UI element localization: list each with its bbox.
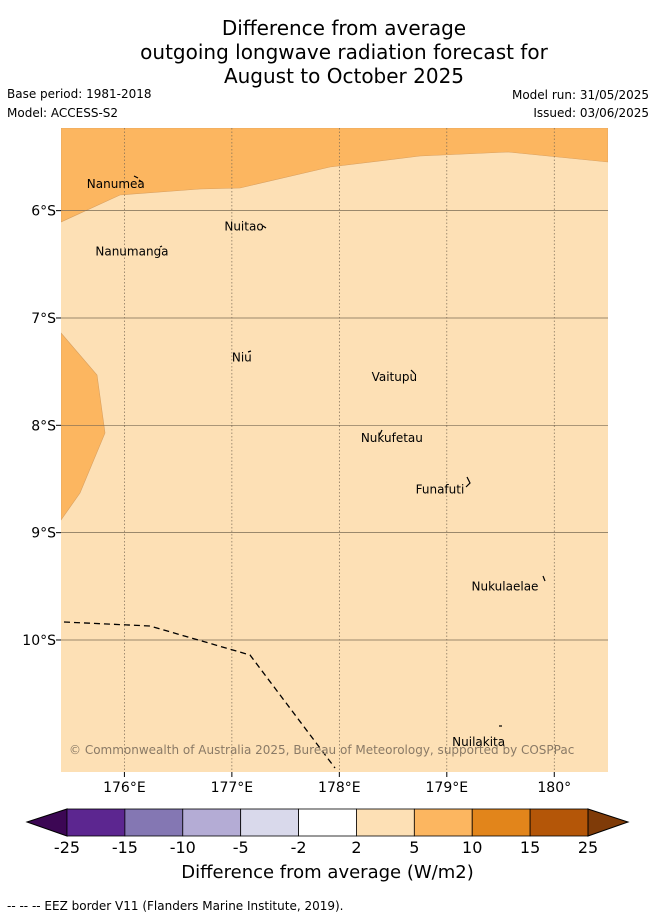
island-nukulaelae-shape [542, 575, 546, 582]
place-label-nukufetau: Nukufetau [361, 431, 423, 445]
place-label-nanumanga: Nanumanga [95, 244, 168, 258]
issued-text: Issued: 03/06/2025 [533, 106, 649, 120]
colorbar-tick-label: 2 [351, 838, 361, 857]
island-outlines [133, 175, 546, 727]
colorbar-tick-label: -10 [170, 838, 196, 857]
lon-tick-label: 180° [537, 780, 571, 796]
model-run-text: Model run: 31/05/2025 [511, 88, 649, 102]
graticule [61, 128, 608, 772]
colorbar-swatch [471, 808, 531, 837]
place-label-nukulaelae: Nukulaelae [472, 579, 539, 593]
lat-tick-label: 10°S [22, 633, 56, 649]
title-line-3: August to October 2025 [223, 64, 465, 88]
colorbar: -25 -15 -10 -5 -2 2 5 10 15 25 [25, 808, 630, 857]
colorbar-under-arrow [25, 808, 68, 837]
island-nanumea-shape [133, 175, 143, 183]
colorbar-tick-label: 15 [520, 838, 540, 857]
island-funafuti-shape [465, 476, 471, 488]
anomaly-field-5-to-10-west [61, 332, 106, 521]
colorbar-swatch [298, 808, 357, 837]
colorbar-tick-label: 5 [409, 838, 419, 857]
eez-border [63, 621, 336, 769]
place-label-funafuti: Funafuti [416, 483, 465, 497]
colorbar-swatches [66, 808, 589, 837]
island-nuitao-shape [262, 225, 267, 229]
lat-tick-label: 9°S [31, 526, 56, 542]
map-title: Difference from average outgoing longwav… [0, 16, 655, 88]
lon-tick-label: 176°E [103, 780, 146, 796]
colorbar-label: Difference from average (W/m2) [181, 862, 474, 883]
place-label-nanumea: Nanumea [87, 177, 145, 191]
anomaly-field-2-to-5 [61, 128, 608, 772]
colorbar-swatch [124, 808, 184, 837]
island-niu-shape [247, 350, 252, 353]
colorbar-swatch [240, 808, 299, 837]
colorbar-tick-label: -2 [291, 838, 307, 857]
colorbar-swatch [529, 808, 589, 837]
base-period-text: Base period: 1981-2018 [7, 87, 152, 101]
lon-tick-label: 177°E [211, 780, 254, 796]
place-label-nuilakita: Nuilakita [452, 735, 505, 749]
colorbar-tick-label: 25 [578, 838, 598, 857]
colorbar-over-arrow [587, 808, 630, 837]
colorbar-tick-label: 10 [462, 838, 482, 857]
place-label-niu: Niu [232, 351, 252, 365]
anomaly-field-5-to-10-north [61, 128, 608, 223]
colorbar-swatch [182, 808, 242, 837]
lat-tick-label: 7°S [31, 311, 56, 327]
colorbar-tick-label: -15 [112, 838, 138, 857]
lat-tick-label: 6°S [31, 204, 56, 220]
colorbar-tick-labels: -25 -15 -10 -5 -2 2 5 10 15 25 [54, 838, 598, 857]
colorbar-tick-label: -5 [233, 838, 249, 857]
lon-tick-label: 179°E [426, 780, 469, 796]
footer-eez-note: -- -- -- EEZ border V11 (Flanders Marine… [7, 899, 344, 913]
island-nukufetau-shape [378, 429, 383, 437]
colorbar-tick-label: -25 [54, 838, 80, 857]
colorbar-swatch [356, 808, 415, 837]
copyright-text: © Commonwealth of Australia 2025, Bureau… [69, 743, 574, 757]
title-line-1: Difference from average [221, 16, 467, 40]
colorbar-swatch [66, 808, 126, 837]
colorbar-swatch [413, 808, 473, 837]
place-label-vaitupu: Vaitupu [372, 370, 418, 384]
lon-tick-label: 178°E [318, 780, 361, 796]
island-nanumanga-shape [159, 245, 163, 248]
place-label-nuitao: Nuitao [224, 220, 263, 234]
place-labels: Nanumea Nuitao Nanumanga Niu Vaitupu Nukufeta… [87, 177, 539, 749]
island-vaitupu-shape [410, 369, 416, 375]
lat-tick-label: 8°S [31, 418, 56, 434]
title-line-2: outgoing longwave radiation forecast for [140, 40, 548, 64]
map-area: Nanumea Nuitao Nanumanga Niu Vaitupu Nukufeta… [61, 128, 608, 772]
axis-labels: 176°E 177°E 178°E 179°E 180° 6°S 7°S 8°S 9°S 10°S [22, 204, 571, 796]
model-text: Model: ACCESS-S2 [7, 106, 119, 120]
